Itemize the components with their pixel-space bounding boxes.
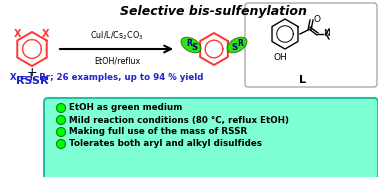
Text: N: N: [323, 30, 330, 39]
Text: X = I, Br; 26 examples, up to 94 % yield: X = I, Br; 26 examples, up to 94 % yield: [10, 73, 203, 81]
Text: Mild reaction conditions (80 °C, reflux EtOH): Mild reaction conditions (80 °C, reflux …: [69, 116, 289, 124]
Text: Making full use of the mass of RSSR: Making full use of the mass of RSSR: [69, 127, 247, 136]
Text: CuI/L/Cs$_2$CO$_3$: CuI/L/Cs$_2$CO$_3$: [90, 30, 144, 42]
FancyBboxPatch shape: [245, 3, 377, 87]
FancyBboxPatch shape: [44, 98, 378, 177]
Circle shape: [56, 139, 65, 149]
Text: EtOH as green medium: EtOH as green medium: [69, 104, 182, 113]
Circle shape: [56, 116, 65, 124]
Text: R: R: [237, 39, 243, 47]
Text: X: X: [14, 29, 22, 39]
Ellipse shape: [227, 37, 247, 53]
Text: OH: OH: [273, 53, 287, 62]
Text: Tolerates both aryl and alkyl disulfides: Tolerates both aryl and alkyl disulfides: [69, 139, 262, 149]
Text: S: S: [231, 44, 237, 53]
Text: X: X: [42, 29, 49, 39]
Ellipse shape: [181, 37, 201, 53]
Text: EtOH/reflux: EtOH/reflux: [94, 57, 140, 66]
Circle shape: [56, 104, 65, 113]
Text: R: R: [186, 39, 192, 47]
Circle shape: [56, 127, 65, 136]
Text: L: L: [299, 75, 307, 85]
Text: Selective bis-sulfenylation: Selective bis-sulfenylation: [119, 5, 307, 18]
Text: S: S: [191, 44, 197, 53]
Text: O: O: [313, 16, 320, 24]
Text: RSSR: RSSR: [16, 76, 48, 86]
Text: +: +: [27, 65, 37, 79]
